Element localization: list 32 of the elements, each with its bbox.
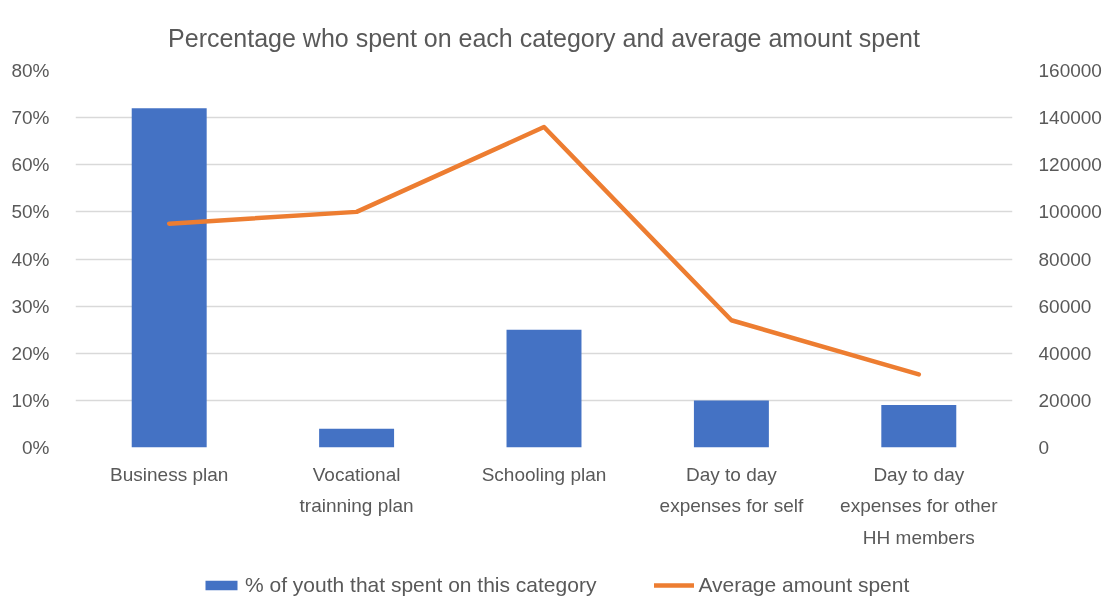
bar [881,405,957,448]
y2-tick-label: 0 [1038,437,1050,458]
bar [131,108,207,448]
legend-label: Average amount spent [698,573,910,597]
y-tick-label: 80% [11,60,50,81]
y-tick-label: 50% [11,201,50,223]
x-tick-label: Day to day expenses for other HH members [840,463,999,548]
y-tick-label: 10% [11,389,50,411]
y-tick-label: 20% [11,342,50,364]
chart-title: Percentage who spent on each category and average amount spent [168,23,921,52]
y-tick-label: 30% [11,295,50,317]
y2-tick-label: 100000 [1038,201,1102,223]
bar [693,400,769,448]
y2-tick-label: 120000 [1038,154,1102,176]
y-tick-label: 40% [11,248,50,270]
legend-label: % of youth that spent on this category [245,573,597,597]
x-tick-label: Schooling plan [481,463,607,485]
y2-tick-label: 160000 [1038,60,1102,81]
y-tick-label: 70% [11,107,50,129]
y2-tick-label: 60000 [1038,295,1092,317]
y-tick-label: 60% [11,154,50,176]
x-tick-label: Day to day expenses for self [659,463,804,516]
y2-tick-label: 140000 [1038,107,1102,129]
y2-tick-label: 20000 [1038,389,1092,411]
line-series [166,124,922,377]
y2-tick-label: 40000 [1038,342,1092,364]
x-tick-label: Business plan [110,463,229,485]
bar [319,428,395,448]
bar [506,329,582,448]
y2-tick-label: 80000 [1038,248,1092,270]
y-tick-label: 0% [22,437,50,458]
x-tick-label: Vocational trainning plan [299,463,414,516]
